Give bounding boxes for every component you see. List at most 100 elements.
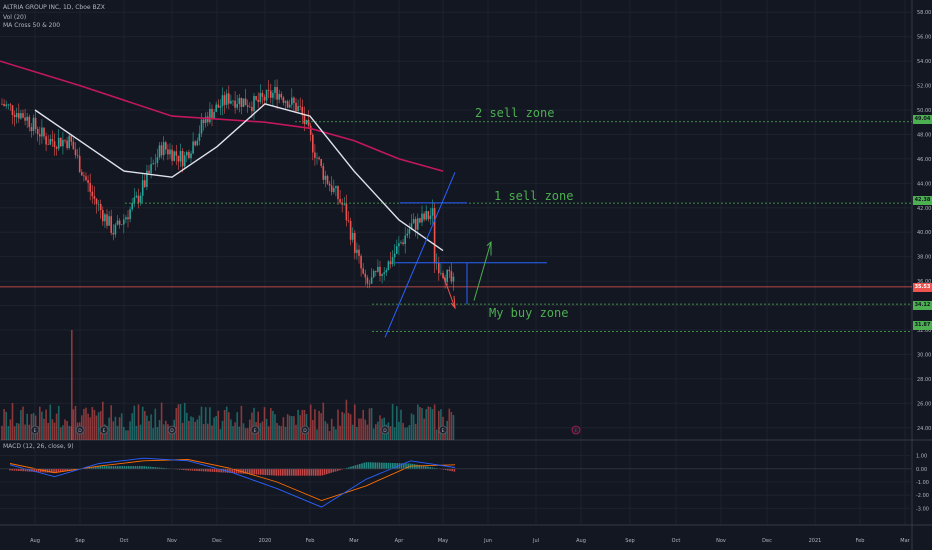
trendline-rising [384, 172, 456, 338]
volume-bar [139, 424, 142, 440]
candle-body [123, 219, 125, 225]
candle-body [433, 208, 436, 264]
volume-bar [114, 416, 117, 440]
volume-bar [246, 428, 249, 440]
candle-body [133, 197, 136, 203]
macd-histogram-bar [332, 468, 335, 473]
candle-body [60, 137, 62, 147]
macd-histogram-bar [398, 463, 401, 470]
candle-body [217, 104, 220, 108]
volume-bar [131, 413, 133, 440]
vol-indicator-label[interactable]: Vol (20) [3, 14, 27, 21]
y-tick-label: 38.00 [917, 255, 931, 261]
volume-bar [370, 408, 373, 440]
volume-bar [99, 410, 102, 440]
macd-histogram-bar [200, 468, 203, 472]
macd-histogram-bar [55, 468, 57, 473]
macd-histogram-bar [315, 468, 317, 476]
y-tick-label: 52.00 [917, 84, 931, 90]
volume-bar [312, 419, 314, 440]
candle-body [137, 195, 140, 203]
volume-bar [368, 408, 371, 440]
volume-bar [251, 412, 253, 440]
volume-bar [30, 413, 33, 440]
volume-bar [362, 409, 364, 440]
macd-indicator-label[interactable]: MACD (12, 26, close, 9) [3, 443, 74, 450]
x-tick-label: Sep [625, 538, 634, 544]
candle-body [341, 202, 343, 205]
macd-histogram-bar [136, 466, 139, 470]
candle-body [198, 133, 201, 141]
candle-body [425, 211, 427, 220]
y-tick-label: 36.00 [917, 279, 931, 285]
macd-histogram-bar [273, 468, 275, 476]
candle-body [169, 149, 171, 155]
candle-body [377, 266, 379, 272]
macd-histogram-bar [141, 466, 143, 470]
event-marker [438, 425, 448, 435]
volume-bar [183, 402, 186, 440]
candle-body [421, 213, 423, 223]
macd-histogram-bar [207, 468, 209, 472]
candle-body [429, 215, 432, 220]
candle-body [125, 217, 127, 220]
volume-bar [328, 431, 331, 440]
candle-body [276, 87, 278, 100]
candle-body [85, 176, 87, 181]
candle-body [146, 170, 148, 187]
event-marker-label: D [303, 428, 307, 434]
macd-histogram-bar [299, 468, 302, 476]
volume-bar [66, 420, 68, 440]
volume-bar [335, 429, 337, 440]
y-tick-label: 46.00 [917, 157, 931, 163]
volume-bar [123, 426, 125, 440]
volume-bar [87, 413, 89, 440]
macd-histogram-bar [97, 466, 99, 470]
candle-body [284, 101, 287, 103]
candle-body [372, 270, 375, 278]
volume-bar [57, 405, 60, 440]
candle-body [49, 139, 52, 145]
volume-bar [192, 417, 194, 440]
candle-body [303, 115, 306, 124]
candle-body [448, 269, 451, 272]
volume-bar [62, 425, 64, 440]
volume-bar [137, 404, 140, 440]
volume-bar [39, 406, 41, 440]
volume-bar [343, 413, 346, 440]
volume-bar [5, 411, 7, 440]
candle-body [314, 152, 316, 158]
candle-body [322, 165, 325, 180]
macd-histogram-bar [279, 468, 282, 476]
macd-histogram-bar [180, 468, 183, 470]
candle-body [53, 141, 56, 147]
volume-bar [314, 409, 316, 440]
volume-bar [108, 417, 110, 440]
macd-histogram-bar [196, 468, 198, 471]
candle-body [116, 220, 119, 225]
volume-bar [196, 419, 199, 440]
macd-histogram-bar [158, 467, 161, 470]
macd-histogram-bar [433, 467, 436, 470]
volume-bar [309, 404, 312, 440]
x-tick-label: Feb [856, 538, 865, 544]
x-tick-label: Aug [30, 538, 40, 544]
volume-bar [270, 408, 272, 440]
candle-body [259, 92, 262, 103]
volume-bar [431, 409, 434, 440]
volume-bar [293, 416, 295, 440]
volume-bar [118, 417, 121, 440]
candle-body [419, 218, 421, 223]
macd-histogram-bar [288, 468, 291, 476]
candle-body [297, 106, 299, 112]
price-tag-sell2: 49.04 [913, 115, 932, 124]
macd-histogram-bar [9, 468, 11, 471]
macd-histogram-bar [389, 462, 392, 470]
volume-bar [345, 399, 348, 440]
candle-body [398, 243, 400, 247]
volume-bar [64, 419, 66, 440]
macd-tick-label: -2.00 [916, 493, 929, 499]
ma-indicator-label[interactable]: MA Cross 50 & 200 [3, 22, 61, 29]
macd-histogram-bar [143, 466, 145, 470]
